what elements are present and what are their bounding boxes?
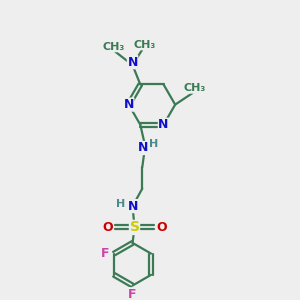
Text: F: F <box>101 247 110 260</box>
Text: CH₃: CH₃ <box>183 83 206 93</box>
Text: N: N <box>158 118 169 131</box>
Text: N: N <box>124 98 134 111</box>
Text: N: N <box>138 142 148 154</box>
Text: H: H <box>116 199 126 209</box>
Text: N: N <box>128 56 138 69</box>
Text: N: N <box>128 200 138 213</box>
Text: O: O <box>156 221 167 234</box>
Text: F: F <box>128 288 137 300</box>
Text: S: S <box>130 220 140 234</box>
Text: CH₃: CH₃ <box>133 40 155 50</box>
Text: O: O <box>102 221 113 234</box>
Text: CH₃: CH₃ <box>102 42 124 52</box>
Text: H: H <box>149 139 158 149</box>
